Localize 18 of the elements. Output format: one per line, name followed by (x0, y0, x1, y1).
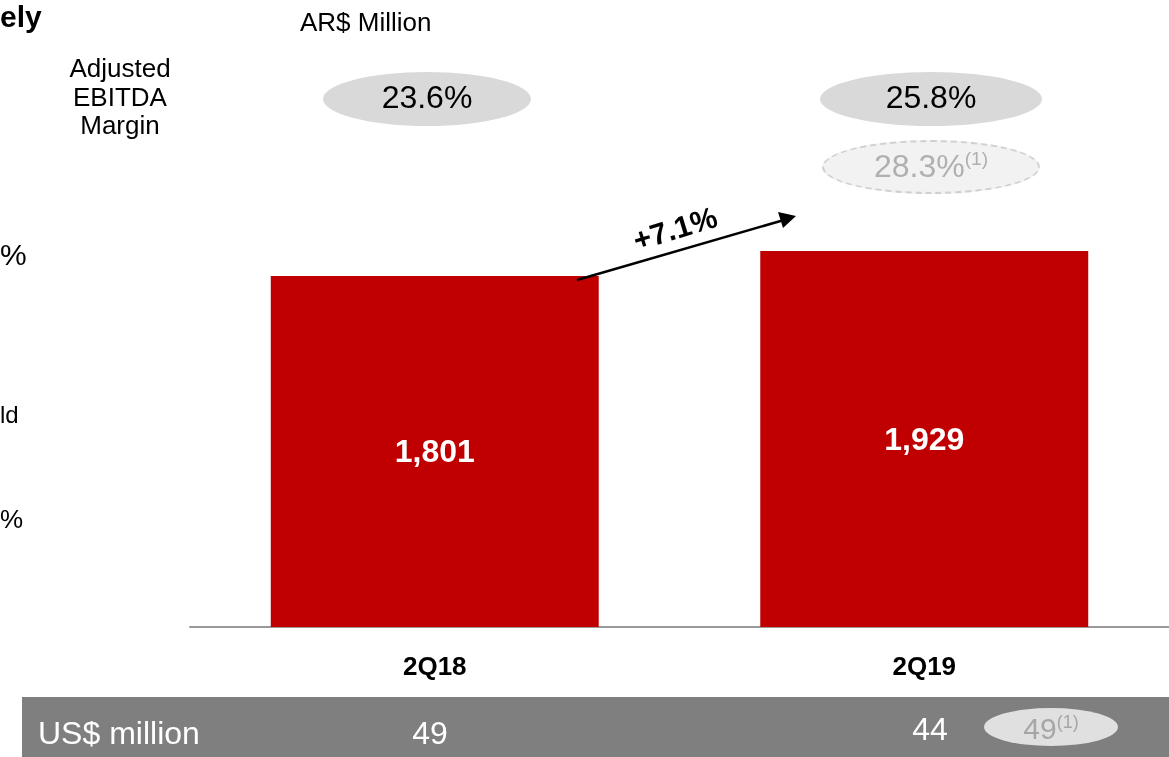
text: ld (0, 401, 19, 429)
text: ely (0, 0, 42, 33)
text: 44 (912, 711, 948, 748)
text: % (0, 504, 24, 534)
x-tick-label: 2Q19 (892, 651, 957, 681)
text: Adjusted EBITDA Margin (69, 53, 171, 141)
text: 25.8% (885, 79, 977, 116)
text: % (0, 238, 27, 271)
text: 49$^{(1)}$ (1023, 712, 1079, 745)
text: 49 (412, 715, 448, 752)
data-label: 1,929 (884, 421, 965, 457)
text: AR$ Million (300, 7, 432, 37)
x-tick-label: 2Q18 (402, 651, 467, 681)
data-label: 1,801 (394, 433, 475, 470)
annotation: +7.1% (629, 200, 721, 257)
text: 28.3%$^{(1)}$ (873, 147, 989, 184)
text: US$ million (38, 715, 200, 752)
text: 23.6% (381, 79, 473, 116)
